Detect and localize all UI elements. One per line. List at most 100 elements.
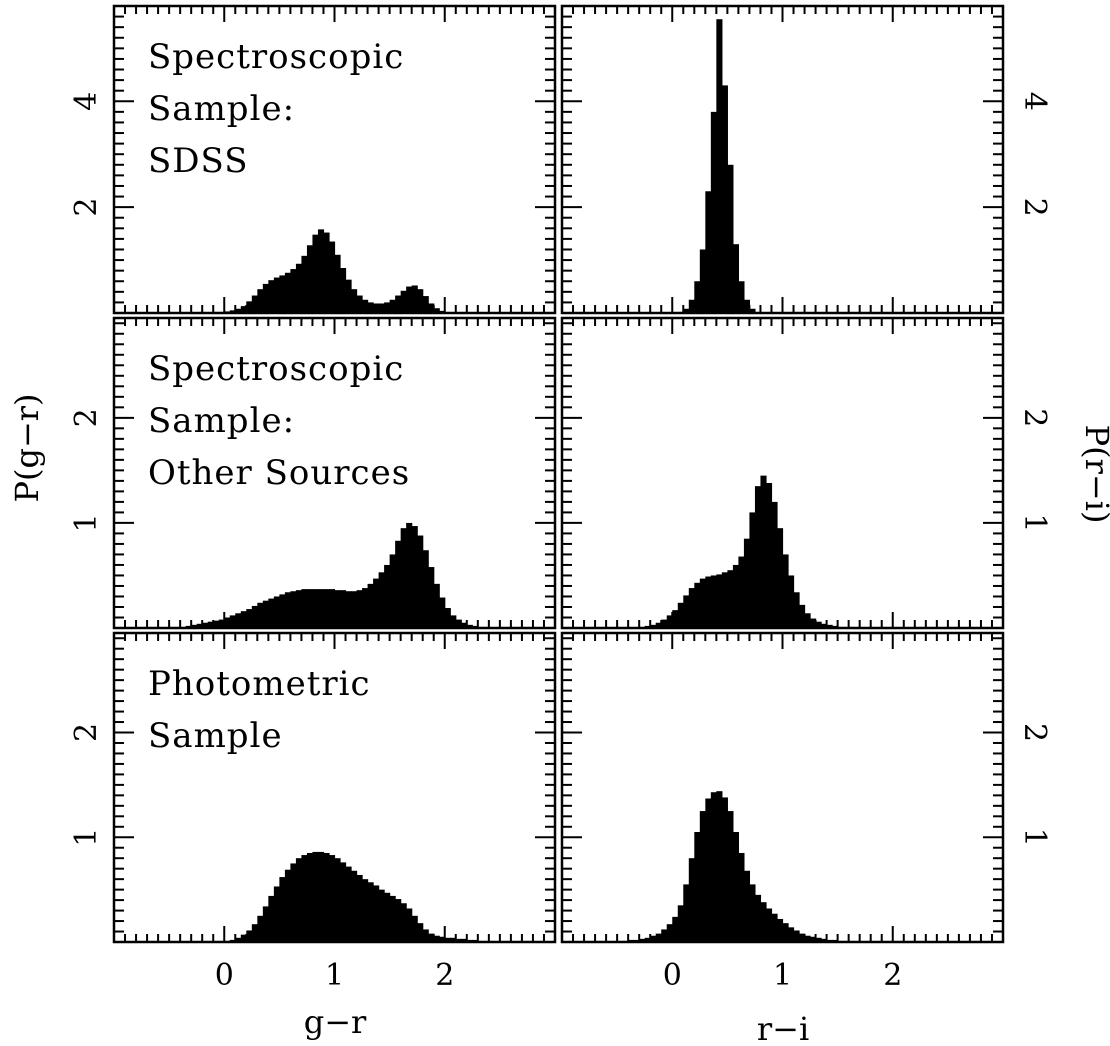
x-tick-label: 2	[435, 958, 454, 993]
histogram-bar	[290, 591, 297, 628]
histogram-bar	[351, 591, 358, 628]
histogram-bar	[804, 613, 811, 628]
histogram-bar	[273, 277, 280, 313]
histogram-bar	[251, 605, 258, 628]
histogram-bar	[417, 535, 424, 628]
histogram-bar	[373, 885, 380, 942]
histogram-bar	[705, 191, 712, 313]
histogram-bar	[826, 624, 833, 628]
histogram-bar	[406, 286, 413, 313]
histogram-bar	[461, 622, 468, 628]
histogram-bar	[373, 303, 380, 313]
panel-middle-right: 12	[560, 316, 1052, 630]
histogram-bar	[240, 611, 247, 628]
histogram-bar	[721, 797, 728, 942]
histogram-bar	[257, 289, 264, 313]
histogram-bar	[804, 935, 811, 942]
histogram-bar	[727, 570, 734, 628]
histogram-bar	[389, 895, 396, 942]
histogram-bar	[400, 290, 407, 313]
histogram-bar	[732, 832, 739, 942]
histogram-bar	[793, 592, 800, 628]
histogram-bar	[290, 863, 297, 942]
histogram-bar	[290, 269, 297, 313]
histogram-bar	[395, 295, 402, 313]
panel-annotation-line: Spectroscopic	[148, 37, 404, 77]
histogram-bar	[312, 234, 319, 313]
x-axis-label-right: r−i	[757, 1010, 809, 1046]
histogram-bar	[268, 280, 275, 313]
panel-bottom-left: 1 2 0 1 2 Photometric Sample	[69, 631, 557, 993]
histogram-bar	[400, 528, 407, 628]
histogram-bar	[661, 619, 668, 628]
histogram-bar	[788, 927, 795, 942]
histogram-bar	[461, 938, 468, 942]
histogram-bar	[340, 590, 347, 628]
histogram-bar	[439, 597, 446, 628]
histogram-bar	[749, 308, 756, 313]
histogram-bar	[433, 935, 440, 942]
histogram-bar	[362, 588, 369, 628]
histogram-bar	[455, 938, 462, 942]
histogram-bar	[439, 936, 446, 942]
histogram-bar	[417, 289, 424, 313]
histogram-bar	[666, 924, 673, 942]
y-axis-label-left: P(g−r)	[8, 393, 46, 502]
y-tick-label: 2	[1017, 723, 1052, 742]
histogram-bar	[240, 934, 247, 942]
histogram-bar	[301, 589, 308, 628]
histogram-bar	[705, 576, 712, 628]
histogram-bar	[356, 874, 363, 942]
panel-bottom-right: 1 2 0 1 2	[560, 631, 1052, 993]
histogram-bar	[411, 526, 418, 628]
histogram-bar	[191, 624, 198, 628]
histogram-bar	[323, 232, 330, 313]
histogram-bar	[782, 554, 789, 628]
y-tick-label: 2	[1017, 198, 1052, 217]
histogram-bar	[821, 623, 828, 628]
histogram-bar	[455, 619, 462, 628]
histogram-bar	[677, 602, 684, 628]
histogram-bar	[743, 299, 751, 313]
histogram-bar	[411, 915, 418, 942]
y-tick-label: 2	[69, 723, 104, 742]
histogram-bar	[771, 501, 778, 628]
histogram-bar	[754, 486, 762, 628]
histogram-bar	[312, 589, 319, 628]
histogram-bar	[356, 590, 363, 628]
histogram-bar	[710, 792, 717, 942]
histogram-bar	[738, 852, 745, 942]
histogram-bar	[710, 575, 717, 628]
histogram-bar	[279, 594, 286, 628]
histogram-bar	[727, 811, 734, 942]
histogram-bar	[721, 85, 728, 314]
histogram-bar	[422, 929, 429, 942]
histogram-bar	[295, 590, 303, 628]
panel-frame	[560, 4, 1005, 315]
histogram-bar	[334, 590, 341, 628]
histogram-bar	[384, 564, 391, 628]
y-tick-label: 1	[69, 513, 104, 532]
histogram-bar	[694, 832, 701, 942]
histogram-bar	[284, 869, 291, 942]
y-tick-label: 1	[69, 828, 104, 847]
panel-annotation-line: Sample:	[148, 89, 295, 129]
y-tick-label: 1	[1017, 828, 1052, 847]
x-tick-label: 0	[215, 958, 234, 993]
histogram-bar	[727, 164, 734, 313]
histogram-bar	[378, 303, 385, 313]
histogram-bar	[821, 938, 828, 942]
histogram-bar	[450, 615, 457, 628]
histogram-bar	[411, 285, 418, 313]
y-tick-label: 1	[1017, 513, 1052, 532]
histogram-bar	[246, 930, 253, 942]
histogram-bar	[799, 604, 806, 628]
histogram-bar	[395, 540, 402, 628]
histogram-bar	[433, 308, 440, 313]
histogram-bar	[323, 852, 330, 942]
histogram-bar	[301, 855, 308, 942]
x-tick-label: 0	[663, 958, 682, 993]
histogram-bar	[732, 244, 739, 313]
histogram-bar	[694, 582, 701, 628]
histogram-bar	[323, 589, 330, 628]
